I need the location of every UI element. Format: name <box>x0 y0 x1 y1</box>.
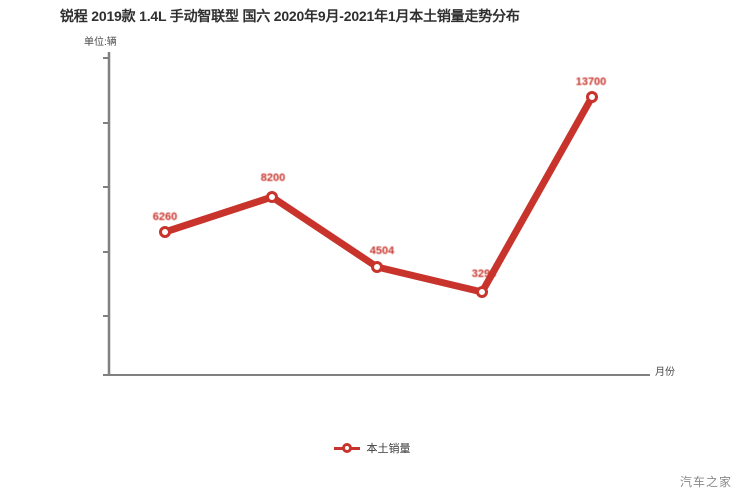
data-point-label: 3298 <box>471 268 497 280</box>
legend-marker-icon <box>333 442 360 454</box>
chart-title: 锐程 2019款 1.4L 手动智联型 国六 2020年9月-2021年1月本土… <box>60 8 520 24</box>
legend-item-label: 本土销量 <box>366 443 411 455</box>
chart-legend: 本土销量 <box>0 440 744 456</box>
data-point-markers <box>159 91 598 298</box>
data-point <box>266 191 278 203</box>
data-point-label: 6260 <box>152 211 178 223</box>
data-point <box>586 91 598 103</box>
data-point <box>371 261 383 273</box>
data-point-label: 13700 <box>575 76 607 88</box>
data-point <box>476 286 488 298</box>
y-axis-label: 单位:辆 <box>84 37 117 48</box>
data-point-label: 4504 <box>369 245 395 257</box>
y-axis-ticks <box>103 57 109 376</box>
watermark: 汽车之家 <box>679 475 732 489</box>
x-axis-label: 月份 <box>655 367 675 378</box>
data-point <box>159 226 171 238</box>
data-point-label: 8200 <box>260 172 286 184</box>
